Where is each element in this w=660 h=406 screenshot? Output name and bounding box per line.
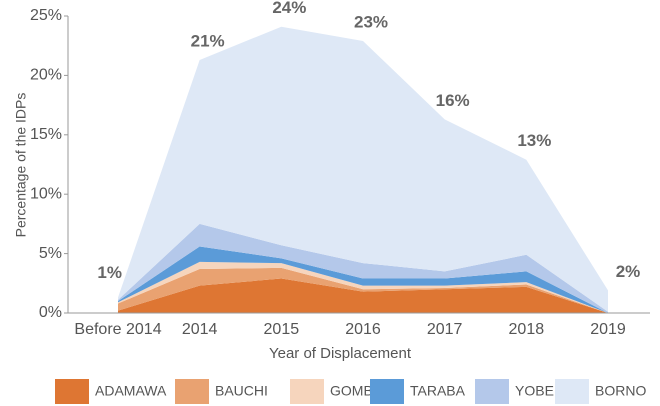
- area: [118, 278, 608, 313]
- total-label: 16%: [436, 91, 470, 110]
- total-label: 1%: [97, 263, 122, 282]
- area: [118, 261, 608, 313]
- area: [118, 267, 608, 313]
- x-tick-label: 2019: [590, 321, 626, 338]
- total-label: 21%: [191, 31, 225, 50]
- x-tick-label: 2015: [264, 321, 300, 338]
- legend-label: GOMBE: [330, 383, 382, 399]
- area: [118, 26, 608, 312]
- total-label: 23%: [354, 12, 388, 31]
- y-axis-label: Percentage of the IDPs: [13, 93, 29, 238]
- legend-swatch: [290, 379, 324, 404]
- legend-label: YOBE: [515, 383, 554, 399]
- legend-swatch: [370, 379, 404, 404]
- legend-label: TARABA: [410, 383, 466, 399]
- legend-label: ADAMAWA: [95, 383, 167, 399]
- total-label: 24%: [272, 0, 306, 17]
- area: [118, 246, 608, 313]
- total-label: 13%: [517, 131, 551, 150]
- y-tick-label: 25%: [30, 7, 62, 24]
- x-axis-label: Year of Displacement: [269, 345, 412, 362]
- total-label: 2%: [616, 262, 641, 281]
- legend-label: BORNO: [595, 383, 646, 399]
- y-tick-label: 5%: [39, 245, 62, 262]
- x-tick-label: 2018: [509, 321, 545, 338]
- x-tick-label: Before 2014: [74, 321, 161, 338]
- y-tick-label: 0%: [39, 304, 62, 321]
- area: [118, 223, 608, 313]
- y-tick-label: 20%: [30, 67, 62, 84]
- legend-swatch: [55, 379, 89, 404]
- legend-swatch: [175, 379, 209, 404]
- legend-label: BAUCHI: [215, 383, 268, 399]
- legend-swatch: [555, 379, 589, 404]
- x-tick-label: 2014: [182, 321, 218, 338]
- x-tick-label: 2016: [345, 321, 381, 338]
- x-tick-label: 2017: [427, 321, 463, 338]
- legend-swatch: [475, 379, 509, 404]
- y-tick-label: 15%: [30, 126, 62, 143]
- y-tick-label: 10%: [30, 185, 62, 202]
